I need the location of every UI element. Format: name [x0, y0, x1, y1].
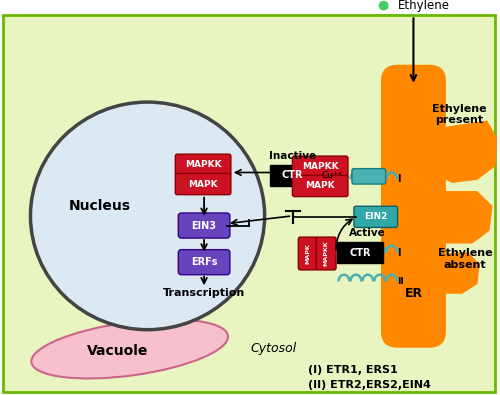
FancyBboxPatch shape	[178, 213, 230, 238]
FancyBboxPatch shape	[2, 15, 495, 392]
Text: I: I	[398, 174, 401, 184]
Text: Inactive: Inactive	[269, 151, 316, 161]
Ellipse shape	[400, 66, 427, 95]
Circle shape	[378, 1, 388, 10]
Text: Active: Active	[350, 228, 386, 238]
FancyBboxPatch shape	[176, 173, 231, 195]
FancyBboxPatch shape	[270, 165, 315, 186]
Text: MAPK: MAPK	[306, 243, 311, 264]
Text: Cytosol: Cytosol	[250, 342, 296, 356]
Text: MAPK: MAPK	[188, 180, 218, 188]
Ellipse shape	[30, 102, 264, 330]
Text: Ethylene: Ethylene	[398, 0, 450, 12]
Ellipse shape	[32, 320, 228, 378]
Text: (I) ETR1, ERS1: (I) ETR1, ERS1	[308, 365, 398, 375]
Text: ERFs: ERFs	[191, 257, 218, 267]
FancyBboxPatch shape	[298, 237, 318, 270]
Text: EIN2: EIN2	[364, 213, 388, 221]
FancyBboxPatch shape	[316, 237, 336, 270]
Text: Nucleus: Nucleus	[69, 199, 131, 213]
FancyBboxPatch shape	[292, 156, 348, 177]
Text: Ethylene
present: Ethylene present	[432, 104, 486, 126]
Text: Transcription: Transcription	[163, 288, 245, 298]
Text: CTR: CTR	[282, 170, 303, 181]
FancyBboxPatch shape	[354, 206, 398, 228]
FancyBboxPatch shape	[178, 250, 230, 275]
Text: CTR: CTR	[349, 248, 370, 258]
FancyBboxPatch shape	[382, 66, 445, 347]
FancyBboxPatch shape	[176, 154, 231, 175]
Text: MAPKK: MAPKK	[185, 160, 222, 169]
Text: (II) ETR2,ERS2,EIN4: (II) ETR2,ERS2,EIN4	[308, 380, 431, 389]
FancyBboxPatch shape	[337, 242, 382, 263]
Text: I: I	[398, 248, 401, 258]
Text: Ethylene
absent: Ethylene absent	[438, 248, 492, 270]
Text: EIN3: EIN3	[192, 220, 216, 231]
Text: Vacuole: Vacuole	[87, 344, 148, 358]
Polygon shape	[430, 252, 479, 293]
Text: MAPK: MAPK	[306, 181, 335, 190]
FancyBboxPatch shape	[352, 169, 386, 184]
Text: ER: ER	[404, 286, 422, 299]
Text: MAPKK: MAPKK	[302, 162, 339, 171]
Text: Cu⁺⁺: Cu⁺⁺	[321, 171, 342, 180]
Text: II: II	[398, 277, 404, 286]
Polygon shape	[430, 121, 497, 182]
Polygon shape	[430, 192, 492, 243]
FancyBboxPatch shape	[292, 175, 348, 197]
Text: MAPKK: MAPKK	[324, 241, 328, 266]
